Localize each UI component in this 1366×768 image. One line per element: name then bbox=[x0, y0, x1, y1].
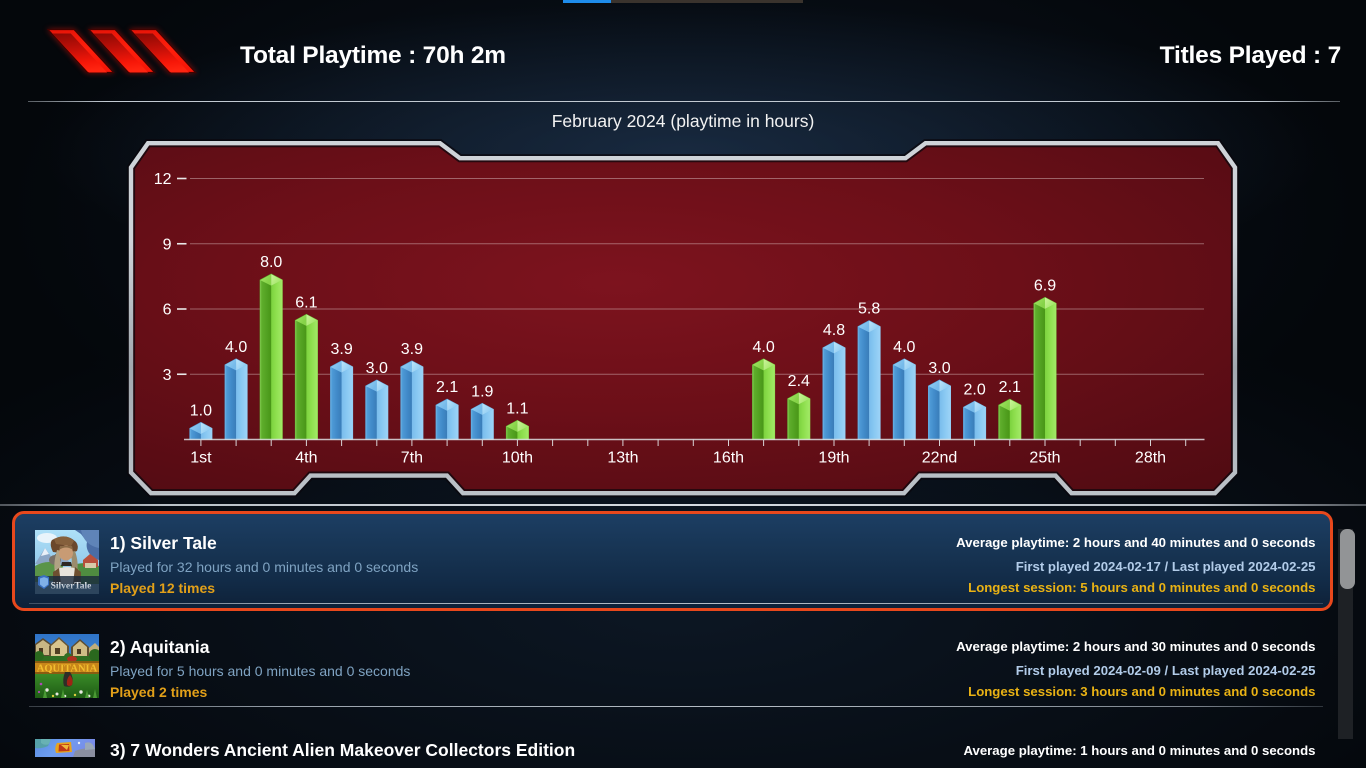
svg-text:3: 3 bbox=[163, 367, 172, 384]
svg-text:1.0: 1.0 bbox=[190, 403, 212, 420]
svg-text:3.0: 3.0 bbox=[366, 360, 388, 377]
svg-text:10th: 10th bbox=[502, 450, 533, 467]
svg-text:2.4: 2.4 bbox=[788, 373, 810, 390]
svg-text:6.1: 6.1 bbox=[295, 294, 317, 311]
svg-text:9: 9 bbox=[163, 236, 172, 253]
svg-text:1st: 1st bbox=[190, 450, 212, 467]
svg-text:3.9: 3.9 bbox=[330, 341, 352, 358]
svg-text:1.1: 1.1 bbox=[506, 400, 528, 417]
svg-text:4.0: 4.0 bbox=[752, 339, 774, 356]
svg-text:1.9: 1.9 bbox=[471, 383, 493, 400]
svg-text:4th: 4th bbox=[295, 450, 317, 467]
svg-text:7th: 7th bbox=[401, 450, 423, 467]
svg-text:25th: 25th bbox=[1029, 450, 1060, 467]
svg-text:5.8: 5.8 bbox=[858, 301, 880, 318]
svg-text:16th: 16th bbox=[713, 450, 744, 467]
svg-text:4.0: 4.0 bbox=[225, 339, 247, 356]
svg-text:3.0: 3.0 bbox=[928, 360, 950, 377]
svg-text:2.1: 2.1 bbox=[999, 379, 1021, 396]
svg-text:12: 12 bbox=[154, 171, 172, 188]
svg-text:19th: 19th bbox=[818, 450, 849, 467]
svg-text:2.1: 2.1 bbox=[436, 379, 458, 396]
svg-text:8.0: 8.0 bbox=[260, 254, 282, 271]
svg-text:4.8: 4.8 bbox=[823, 322, 845, 339]
svg-text:13th: 13th bbox=[607, 450, 638, 467]
svg-text:28th: 28th bbox=[1135, 450, 1166, 467]
svg-text:3.9: 3.9 bbox=[401, 341, 423, 358]
svg-text:2.0: 2.0 bbox=[963, 381, 985, 398]
svg-text:6.9: 6.9 bbox=[1034, 277, 1056, 294]
svg-text:4.0: 4.0 bbox=[893, 339, 915, 356]
svg-text:6: 6 bbox=[163, 302, 172, 319]
svg-text:22nd: 22nd bbox=[922, 450, 958, 467]
